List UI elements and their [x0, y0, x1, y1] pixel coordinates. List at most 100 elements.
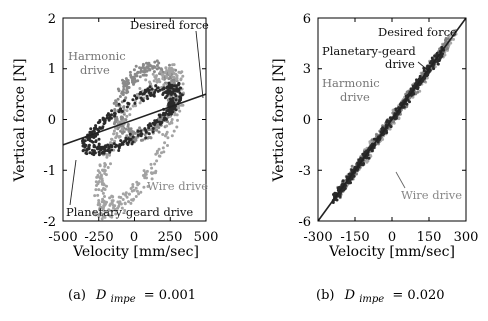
- data-point-wire: [112, 132, 116, 136]
- data-point-wire: [100, 217, 104, 221]
- data-point-planetary: [422, 69, 426, 73]
- data-point-planetary: [356, 161, 360, 165]
- data-point-wire: [102, 199, 106, 203]
- x-tick-label-a: 0: [130, 230, 138, 245]
- data-point-harmonic: [148, 63, 152, 67]
- data-point-planetary: [87, 145, 91, 149]
- data-point-planetary: [139, 134, 143, 138]
- data-point-wire: [98, 163, 102, 167]
- annotation-leader-a: [195, 30, 204, 99]
- data-point-planetary: [97, 142, 101, 146]
- data-point-harmonic: [126, 124, 130, 128]
- data-point-wire: [142, 185, 146, 189]
- x-axis-label-a: Velocity [mm/sec]: [72, 244, 199, 260]
- annotation-planetary-a: Planetary-geard drive: [66, 205, 193, 219]
- data-point-planetary: [365, 156, 369, 160]
- x-tick-label-b: -150: [340, 230, 369, 245]
- x-tick-label-a: 500: [194, 230, 219, 245]
- data-point-harmonic: [113, 108, 117, 111]
- data-point-wire: [129, 187, 133, 190]
- data-point-wire: [138, 87, 142, 90]
- data-point-planetary: [110, 109, 114, 113]
- data-point-planetary: [149, 91, 153, 95]
- data-point-wire: [165, 124, 169, 128]
- data-point-harmonic: [129, 75, 133, 79]
- desired-force-line-b: [317, 17, 467, 222]
- data-point-planetary: [117, 146, 121, 150]
- data-point-wire: [135, 180, 139, 184]
- tick-marks-a: [62, 17, 207, 222]
- data-point-wire: [172, 75, 176, 79]
- data-point-planetary: [376, 140, 380, 144]
- data-point-wire: [103, 162, 107, 165]
- data-point-wire: [99, 174, 103, 178]
- data-point-planetary: [128, 132, 132, 136]
- data-point-planetary: [92, 149, 96, 153]
- y-tick-label-b: -3: [298, 164, 311, 179]
- caption-symbol-a: D: [95, 288, 107, 303]
- data-point-planetary: [117, 102, 121, 106]
- caption-subscript-a: impe: [111, 294, 136, 305]
- annotation-harmonic-a: Harmonic: [68, 49, 126, 63]
- data-point-planetary: [135, 96, 139, 100]
- data-point-harmonic: [143, 70, 147, 74]
- data-point-wire: [111, 204, 115, 207]
- x-tick-label-a: 250: [158, 230, 183, 245]
- data-point-planetary: [101, 147, 105, 150]
- data-point-harmonic: [143, 133, 147, 137]
- data-point-planetary: [170, 107, 174, 111]
- data-point-wire: [121, 198, 125, 201]
- data-point-planetary: [110, 145, 114, 149]
- data-point-harmonic: [141, 65, 145, 69]
- data-point-planetary: [149, 124, 153, 128]
- data-point-wire: [181, 74, 185, 78]
- data-point-wire: [127, 200, 130, 204]
- data-point-planetary: [177, 83, 181, 87]
- data-point-planetary: [166, 89, 170, 92]
- data-point-wire: [102, 168, 106, 172]
- annotation-planetary-b: Planetary-geard: [322, 44, 416, 58]
- data-point-wire: [172, 68, 176, 72]
- caption-b: (b) D impe = 0.020: [316, 288, 445, 306]
- data-point-planetary: [165, 86, 169, 90]
- data-point-planetary: [428, 61, 432, 65]
- data-point-planetary: [405, 102, 409, 106]
- x-tick-label-b: 0: [388, 230, 396, 245]
- data-point-wire: [100, 177, 104, 181]
- data-point-planetary: [100, 126, 104, 130]
- caption-prefix-b: (b): [316, 288, 334, 303]
- data-point-wire: [97, 214, 101, 218]
- data-point-wire: [130, 189, 134, 193]
- data-point-planetary: [164, 111, 168, 115]
- data-point-planetary: [151, 93, 155, 97]
- data-point-planetary: [164, 117, 168, 121]
- data-point-wire: [94, 180, 98, 184]
- y-axis-label-a: Vertical force [N]: [12, 58, 28, 182]
- data-point-harmonic: [124, 127, 128, 131]
- data-point-harmonic: [136, 79, 140, 83]
- data-point-wire: [120, 120, 123, 124]
- data-point-planetary: [332, 193, 335, 196]
- data-point-planetary: [127, 137, 131, 141]
- data-point-wire: [101, 197, 105, 201]
- data-point-planetary: [96, 147, 100, 151]
- data-point-wire: [102, 183, 106, 187]
- data-point-wire: [122, 119, 126, 123]
- data-point-wire: [124, 191, 128, 195]
- data-point-wire: [101, 191, 105, 195]
- data-point-wire: [93, 194, 97, 198]
- data-point-planetary: [180, 93, 184, 97]
- data-point-wire: [157, 147, 161, 151]
- data-point-harmonic: [145, 61, 148, 65]
- data-point-planetary: [418, 74, 422, 78]
- data-point-planetary: [110, 148, 114, 152]
- data-point-wire: [135, 189, 139, 193]
- data-point-planetary: [89, 127, 93, 131]
- data-point-planetary: [88, 130, 92, 134]
- data-point-planetary: [108, 150, 112, 154]
- data-point-planetary: [144, 136, 148, 140]
- data-point-planetary: [136, 133, 140, 137]
- data-point-planetary: [92, 130, 96, 133]
- annotation-planetary-b: drive: [385, 57, 415, 71]
- data-point-wire: [104, 210, 108, 214]
